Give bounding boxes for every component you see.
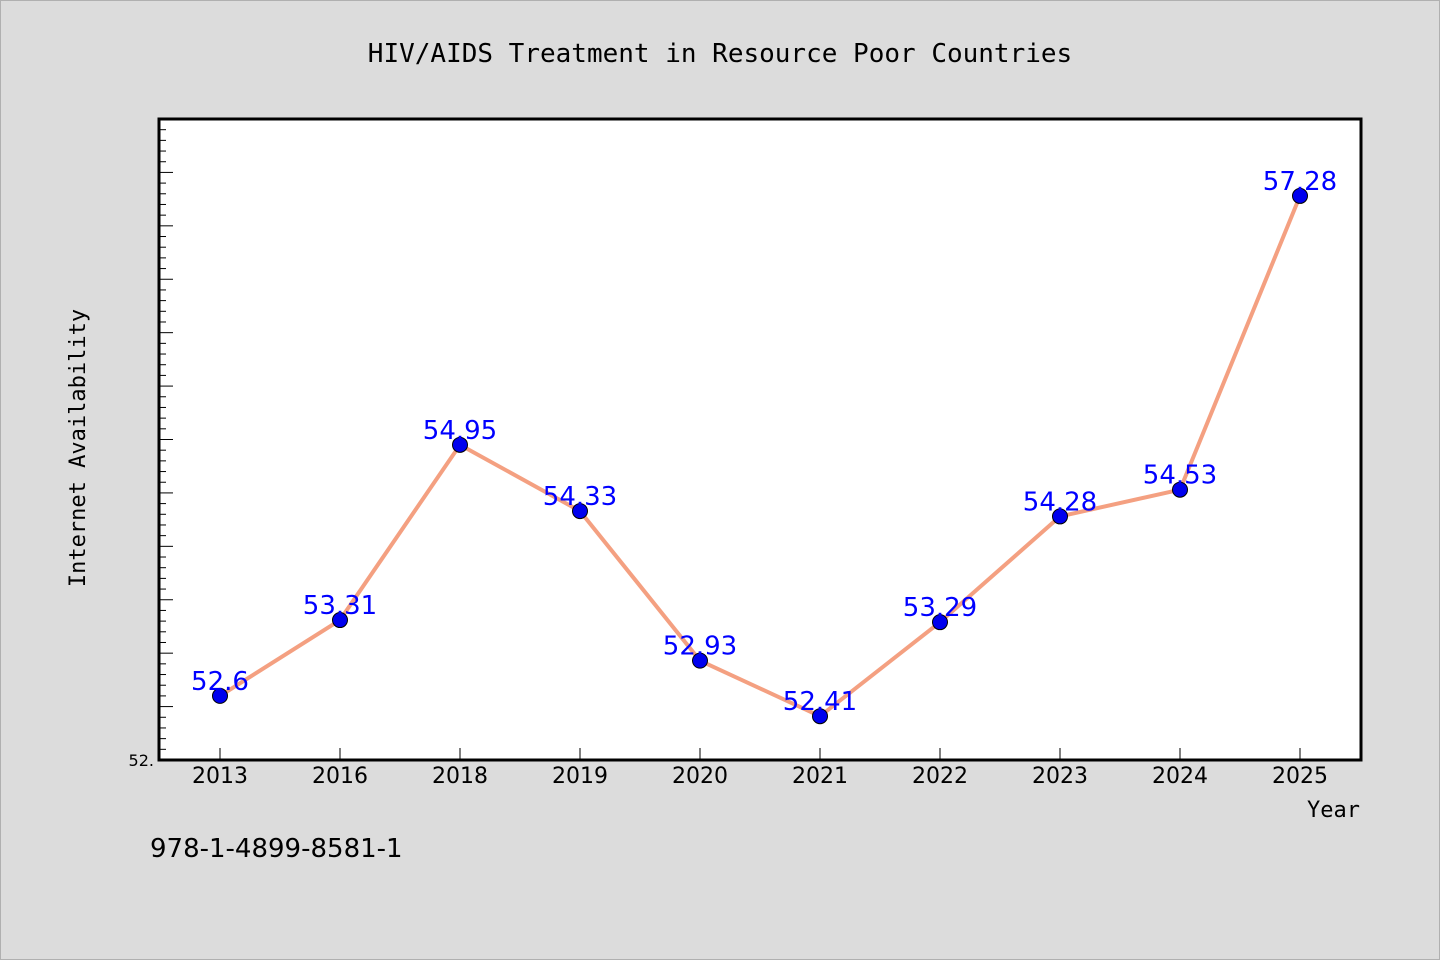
data-point	[572, 503, 588, 520]
chart-title: HIV/AIDS Treatment in Resource Poor Coun…	[368, 39, 1072, 69]
x-tick-label: 2021	[792, 764, 848, 789]
series-line	[218, 195, 1302, 719]
data-label: 54.33	[543, 482, 617, 512]
data-label: 52.41	[783, 687, 857, 717]
x-tick-label: 2024	[1152, 764, 1208, 789]
data-point	[1292, 187, 1308, 204]
data-point	[1052, 508, 1068, 525]
data-label: 54.95	[423, 416, 497, 446]
isbn-text: 978-1-4899-8581-1	[150, 834, 403, 864]
data-point	[812, 708, 828, 725]
x-tick-label: 2016	[312, 764, 368, 789]
x-tick-label: 2025	[1272, 764, 1328, 789]
y-tick-label: 52.	[129, 751, 154, 770]
x-tick-label: 2023	[1032, 764, 1088, 789]
data-labels: 52.6 53.31 54.95 54.33 52.93 52.41 53.29 54.28 5…	[191, 167, 1337, 717]
data-point	[452, 436, 468, 453]
data-label: 54.28	[1023, 487, 1097, 517]
data-point	[332, 612, 348, 629]
data-label: 53.31	[303, 591, 377, 621]
data-markers	[212, 187, 1308, 725]
x-tick-label: 2018	[432, 764, 488, 789]
data-label: 57.28	[1263, 167, 1337, 197]
x-tick-label: 2019	[552, 764, 608, 789]
x-tick-labels: 2013 2016 2018 2019 2020 2021 2022 2023 2024 2025	[192, 764, 1328, 789]
x-tick-label: 2022	[912, 764, 968, 789]
data-point	[212, 687, 228, 704]
data-point	[692, 652, 708, 669]
data-point	[1172, 481, 1188, 498]
x-tick-label: 2020	[672, 764, 728, 789]
x-tick-label: 2013	[192, 764, 248, 789]
x-axis-ticks	[219, 748, 1301, 760]
data-label: 53.29	[903, 593, 977, 623]
data-point	[932, 614, 948, 631]
x-axis-label: Year	[1307, 798, 1360, 823]
data-label: 54.53	[1143, 461, 1217, 491]
data-label: 52.6	[191, 667, 249, 697]
data-label: 52.93	[663, 632, 737, 662]
series-line-group	[218, 195, 1302, 719]
plot-area	[157, 117, 1363, 762]
y-axis-label: Internet Availability	[66, 309, 91, 587]
y-axis-ticks	[159, 129, 173, 750]
